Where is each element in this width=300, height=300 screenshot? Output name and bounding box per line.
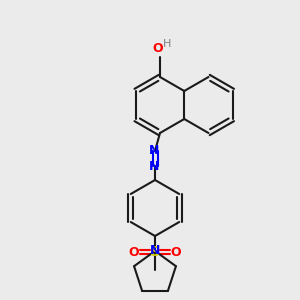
Text: O: O: [153, 43, 163, 56]
Text: O: O: [129, 245, 139, 259]
Text: S: S: [150, 245, 160, 259]
Text: N: N: [149, 145, 159, 158]
Text: O: O: [171, 245, 181, 259]
Text: H: H: [163, 39, 171, 49]
Text: N: N: [149, 160, 159, 172]
Text: N: N: [150, 244, 160, 257]
